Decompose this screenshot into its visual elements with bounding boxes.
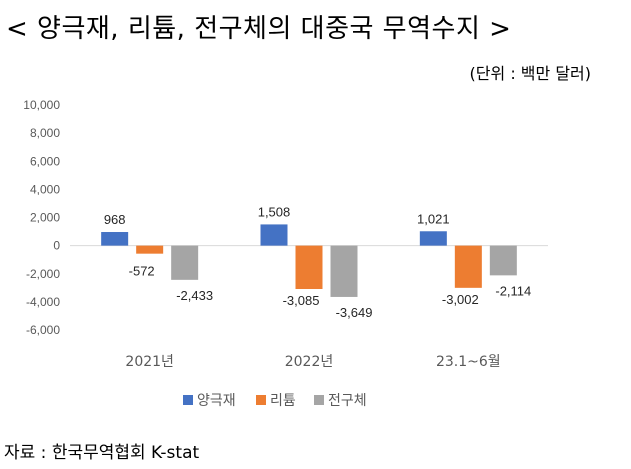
bar — [101, 232, 129, 246]
bar — [330, 245, 358, 297]
x-category-label: 23.1~6월 — [436, 354, 501, 370]
y-tick-label: -2,000 — [26, 267, 60, 281]
y-tick-label: -6,000 — [26, 323, 60, 337]
y-tick-label: 4,000 — [30, 182, 60, 196]
data-label: -2,114 — [495, 283, 531, 298]
data-label: -572 — [129, 264, 155, 279]
data-label: -3,085 — [283, 293, 320, 308]
x-category-label: 2021년 — [125, 354, 174, 370]
data-label: -3,002 — [442, 292, 479, 307]
y-tick-label: -4,000 — [26, 295, 60, 309]
chart-title: < 양극재, 리튬, 전구체의 대중국 무역수지 > — [6, 14, 512, 44]
x-axis-categories: 2021년 2022년 23.1~6월 — [125, 354, 500, 370]
y-tick-label: 8,000 — [30, 126, 60, 140]
legend-label: 전구체 — [328, 393, 367, 409]
bar — [260, 224, 288, 246]
data-label: -3,649 — [336, 305, 373, 320]
bar — [454, 245, 482, 288]
source-note: 자료 : 한국무역협회 K-stat — [4, 443, 200, 463]
legend-swatch — [183, 395, 193, 405]
y-tick-label: 0 — [53, 239, 60, 253]
legend-label: 양극재 — [197, 393, 236, 409]
y-tick-label: 2,000 — [30, 211, 60, 225]
bar-series — [101, 224, 517, 297]
data-label: 1,508 — [258, 204, 291, 219]
data-labels: 968 -572 -2,433 1,508 -3,085 -3,649 1,021 -3,00… — [104, 204, 531, 320]
y-tick-label: 6,000 — [30, 154, 60, 168]
bar — [136, 245, 164, 254]
legend-swatch — [314, 395, 324, 405]
data-label: 1,021 — [417, 211, 450, 226]
legend-swatch — [256, 395, 266, 405]
data-label: -2,433 — [176, 288, 213, 303]
bar-chart: 10,000 8,000 6,000 4,000 2,000 0 -2,000 -4,000 -… — [23, 98, 548, 409]
data-label: 968 — [104, 212, 126, 227]
bar — [171, 245, 199, 280]
bar — [419, 231, 447, 246]
x-category-label: 2022년 — [285, 354, 334, 370]
legend: 양극재 리튬 전구체 — [183, 393, 367, 409]
legend-label: 리튬 — [270, 393, 296, 409]
y-tick-label: 10,000 — [23, 98, 60, 112]
bar — [295, 245, 323, 290]
bar — [489, 245, 517, 276]
unit-label: (단위 : 백만 달러) — [469, 64, 591, 83]
y-axis-ticks: 10,000 8,000 6,000 4,000 2,000 0 -2,000 -4,000 -… — [23, 98, 60, 337]
